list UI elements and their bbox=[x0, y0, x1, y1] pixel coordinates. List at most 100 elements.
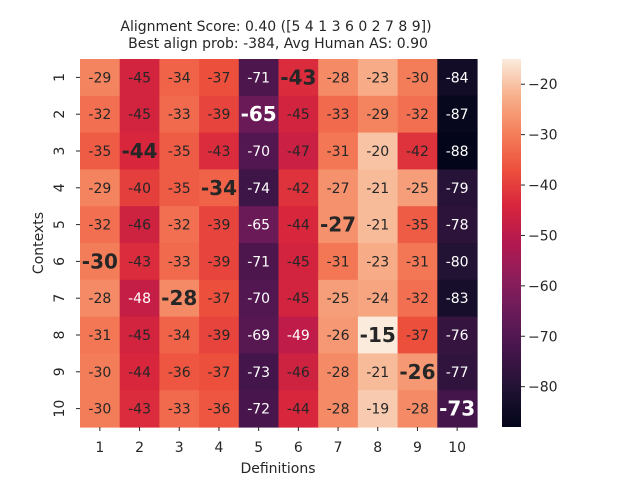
cell-value-label: -43 bbox=[208, 144, 231, 160]
cell-value-label: -43 bbox=[128, 402, 151, 418]
cell-value-label: -23 bbox=[366, 254, 389, 270]
heatmap-cell-r5-c5 bbox=[238, 206, 280, 244]
cell-value-label: -80 bbox=[446, 254, 469, 270]
heatmap-cell-r2-c1 bbox=[80, 95, 121, 134]
cell-value-label: -83 bbox=[446, 291, 469, 307]
heatmap-cell-r6-c4 bbox=[199, 243, 240, 281]
heatmap-cell-r10-c3 bbox=[159, 390, 200, 428]
cell-value-label: -34 bbox=[201, 176, 237, 200]
cell-value-label: -35 bbox=[88, 144, 111, 160]
colorbar-tick-label: −70 bbox=[528, 329, 558, 345]
y-axis-label: Contexts bbox=[31, 212, 47, 274]
y-tick-label: 3 bbox=[52, 147, 68, 156]
heatmap-cell-r1-c10 bbox=[437, 59, 478, 97]
heatmap-cell-r5-c4 bbox=[199, 206, 240, 244]
cell-value-label: -78 bbox=[446, 218, 469, 234]
heatmap-cell-r4-c6 bbox=[278, 169, 319, 207]
x-tick-label: 1 bbox=[95, 440, 104, 456]
cell-value-label: -36 bbox=[168, 365, 191, 381]
cell-value-label: -36 bbox=[208, 402, 231, 418]
heatmap-cell-r5-c7 bbox=[318, 206, 359, 244]
heatmap-cell-r10-c5 bbox=[238, 390, 280, 428]
cell-value-label: -39 bbox=[208, 328, 231, 344]
cell-value-label: -15 bbox=[360, 323, 396, 347]
x-axis-label: Definitions bbox=[240, 461, 315, 477]
heatmap-cell-r10-c1 bbox=[80, 390, 121, 428]
heatmap-cell-r6-c6 bbox=[278, 243, 319, 281]
heatmap-cell-r9-c2 bbox=[119, 353, 160, 391]
cell-value-label: -34 bbox=[168, 70, 191, 86]
heatmap-cell-r1-c9 bbox=[397, 59, 438, 97]
heatmap-cell-r10-c8 bbox=[357, 390, 399, 428]
heatmap-cells: -29 -45 -34 -37 -71 -43 -28 -23 -30 -84-32 -45 -33-… bbox=[80, 59, 478, 428]
heatmap-cell-r4-c2 bbox=[119, 169, 160, 207]
heatmap-cell-r6-c9 bbox=[397, 243, 438, 281]
heatmap-cell-r4-c4 bbox=[199, 169, 240, 207]
heatmap-cell-r8-c4 bbox=[199, 316, 240, 354]
cell-value-label: -27 bbox=[320, 213, 356, 237]
colorbar-ticks: −20 −30 −40 −50 −60 −70 −80 bbox=[521, 77, 558, 396]
heatmap-cell-r7-c7 bbox=[318, 279, 359, 318]
cell-value-label: -33 bbox=[168, 254, 191, 270]
cell-value-label: -65 bbox=[247, 218, 270, 234]
heatmap-cell-r3-c2 bbox=[119, 132, 160, 170]
cell-value-label: -27 bbox=[327, 181, 350, 197]
cell-value-label: -73 bbox=[247, 365, 270, 381]
cell-value-label: -39 bbox=[208, 107, 231, 123]
cell-value-label: -70 bbox=[247, 291, 270, 307]
cell-value-label: -21 bbox=[366, 365, 389, 381]
cell-value-label: -37 bbox=[406, 328, 429, 344]
cell-value-label: -87 bbox=[446, 107, 469, 123]
heatmap-cell-r7-c10 bbox=[437, 279, 478, 318]
cell-value-label: -65 bbox=[241, 102, 277, 126]
heatmap-cell-r7-c9 bbox=[397, 279, 438, 318]
cell-value-label: -37 bbox=[208, 365, 231, 381]
heatmap-cell-r9-c3 bbox=[159, 353, 200, 391]
cell-value-label: -42 bbox=[287, 181, 310, 197]
heatmap-cell-r6-c2 bbox=[119, 243, 160, 281]
cell-value-label: -44 bbox=[121, 139, 157, 163]
x-tick-label: 6 bbox=[294, 440, 303, 456]
heatmap-cell-r9-c7 bbox=[318, 353, 359, 391]
heatmap-cell-r4-c10 bbox=[437, 169, 478, 207]
cell-value-label: -33 bbox=[168, 402, 191, 418]
heatmap-cell-r8-c7 bbox=[318, 316, 359, 354]
heatmap-cell-r7-c8 bbox=[357, 279, 399, 318]
colorbar-tick-label: −30 bbox=[528, 128, 558, 144]
heatmap-cell-r10-c4 bbox=[199, 390, 240, 428]
heatmap-cell-r8-c8 bbox=[357, 316, 399, 354]
y-tick-label: 10 bbox=[52, 400, 68, 418]
heatmap-cell-r8-c3 bbox=[159, 316, 200, 354]
heatmap-cell-r10-c2 bbox=[119, 390, 160, 428]
heatmap-cell-r6-c8 bbox=[357, 243, 399, 281]
cell-value-label: -30 bbox=[82, 249, 118, 273]
cell-value-label: -29 bbox=[366, 107, 389, 123]
x-tick-label: 5 bbox=[254, 440, 263, 456]
heatmap-cell-r2-c8 bbox=[357, 95, 399, 134]
colorbar-tick-label: −40 bbox=[528, 178, 558, 194]
cell-value-label: -35 bbox=[406, 218, 429, 234]
cell-value-label: -45 bbox=[287, 254, 310, 270]
cell-value-label: -30 bbox=[406, 70, 429, 86]
heatmap-cell-r2-c6 bbox=[278, 95, 319, 134]
cell-value-label: -49 bbox=[287, 328, 310, 344]
heatmap-cell-r9-c5 bbox=[238, 353, 280, 391]
cell-value-label: -24 bbox=[366, 291, 389, 307]
heatmap-cell-r4-c7 bbox=[318, 169, 359, 207]
cell-value-label: -48 bbox=[128, 291, 151, 307]
cell-value-label: -40 bbox=[128, 181, 151, 197]
y-tick-label: 5 bbox=[52, 220, 68, 229]
heatmap-cell-r10-c7 bbox=[318, 390, 359, 428]
heatmap-cell-r3-c9 bbox=[397, 132, 438, 170]
heatmap-cell-r5-c8 bbox=[357, 206, 399, 244]
cell-value-label: -28 bbox=[327, 402, 350, 418]
heatmap-cell-r2-c3 bbox=[159, 95, 200, 134]
cell-value-label: -29 bbox=[88, 181, 111, 197]
chart-subtitle: Best align prob: -384, Avg Human AS: 0.9… bbox=[128, 36, 428, 52]
cell-value-label: -30 bbox=[88, 365, 111, 381]
y-tick-label: 7 bbox=[52, 294, 68, 303]
heatmap-cell-r9-c9 bbox=[397, 353, 438, 391]
heatmap-cell-r8-c9 bbox=[397, 316, 438, 354]
heatmap-cell-r3-c10 bbox=[437, 132, 478, 170]
heatmap-cell-r10-c9 bbox=[397, 390, 438, 428]
